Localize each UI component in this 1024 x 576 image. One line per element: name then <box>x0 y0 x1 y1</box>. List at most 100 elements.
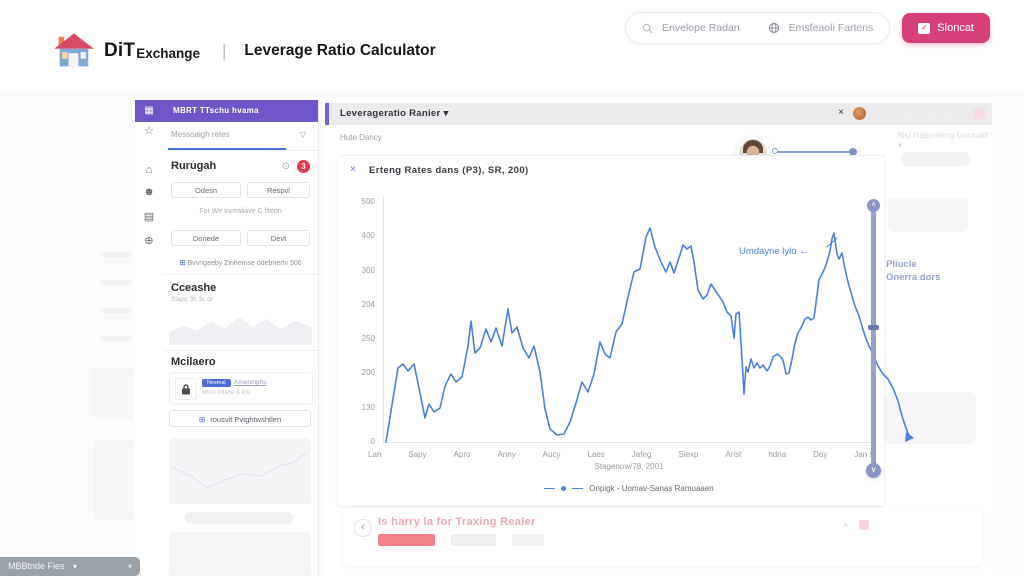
legend-line <box>544 488 556 489</box>
x-tick: Sapy <box>408 450 427 459</box>
x-axis-sublabel: Stagenow/78, 2001 <box>594 462 664 471</box>
mailer-label[interactable]: Amenniphs <box>234 379 267 386</box>
horizontal-slider[interactable] <box>772 148 857 156</box>
ghost-dash <box>100 252 132 257</box>
ghost-pink-icon <box>859 520 869 530</box>
caret-down-icon[interactable]: ▾ <box>127 562 132 571</box>
ghost-pill <box>900 152 970 166</box>
ghost-pink-icon <box>973 108 986 119</box>
progress-segment-empty <box>451 534 496 546</box>
logo-row: DiTExchange | Leverage Ratio Calculator <box>52 33 436 69</box>
filter-icon[interactable]: ▽ <box>299 130 306 139</box>
globe-nav-icon[interactable]: ⊕ <box>144 235 154 247</box>
dismiss-icon[interactable]: × <box>843 520 849 530</box>
sidebar-button-1[interactable]: Odesn <box>171 182 241 198</box>
ghost-dash <box>100 336 132 341</box>
chart-line <box>385 227 911 443</box>
mailers-section-title: Mcilaero <box>171 356 216 368</box>
download-label: MBBtnde Fies <box>8 561 65 571</box>
main-panel: Leverageratio Ranier ▾ × Hute Dancy Nst … <box>325 100 992 576</box>
submit-button-label: Sloncat <box>937 22 974 34</box>
slider-handle[interactable] <box>849 148 857 156</box>
console-sparkline <box>169 317 312 345</box>
page-title: Leverage Ratio Calculator <box>244 42 436 59</box>
chevron-left-icon[interactable]: ‹ <box>354 519 372 537</box>
close-icon[interactable]: × <box>838 107 844 118</box>
left-arrow-icon: ← <box>799 246 809 257</box>
active-tab-underline <box>168 148 286 150</box>
x-tick: Lan <box>368 450 382 459</box>
x-tick: Siexp <box>678 450 699 459</box>
feedback-link[interactable]: Emsfeaoli Fartens <box>788 22 874 34</box>
link-icon: ⊞ <box>179 258 186 267</box>
slider-top-knob[interactable]: ∧ <box>867 199 880 212</box>
sidebar-link[interactable]: ⊞ Bvvngeeby Zinhemse odebnertv 506 <box>179 258 302 267</box>
person-icon[interactable]: ☻ <box>143 186 155 198</box>
avatar-dot[interactable] <box>853 107 866 120</box>
progress-segment-empty <box>512 534 544 546</box>
caret-down-icon: ▾ <box>73 562 78 571</box>
faint-dropdown-label: Nst Happening Uncludd ▾ <box>898 130 988 150</box>
slider-mid-handle[interactable] <box>868 325 879 330</box>
sidebar-caption: For We Incealiave C fiteon <box>199 208 282 215</box>
tab-messaging-rates[interactable]: Messoaigh retes <box>171 130 230 139</box>
y-tick: 200 <box>361 368 375 378</box>
ghost-icon <box>925 109 934 118</box>
mailer-sublabel: whcs zillane & knc <box>202 390 252 396</box>
ghost-block <box>888 198 968 232</box>
x-axis-line <box>383 442 875 443</box>
x-tick: Aucy <box>542 450 561 459</box>
legend-label: Onpigk - Uomav-Sanas Ramuaaen <box>589 484 714 493</box>
grid-icon[interactable]: ▦ <box>135 100 163 122</box>
line-end-arrow <box>905 432 914 442</box>
chart-legend: Onpigk - Uomav-Sanas Ramuaaen <box>383 484 875 493</box>
y-axis: 500 400 300 204 250 200 130 0 <box>349 198 375 446</box>
y-tick: 250 <box>361 334 375 344</box>
house-logo-icon <box>54 33 94 67</box>
caret-down-icon: ▾ <box>443 108 449 119</box>
chart-close-icon[interactable]: × <box>350 164 356 175</box>
vertical-slider[interactable]: ∧ ∨ <box>866 199 881 478</box>
sidebar-wide-button[interactable]: ⊞ rousvit Pvtghtwshtlen <box>169 410 311 427</box>
ghost-icon <box>943 109 952 118</box>
bank-icon[interactable]: ⌂ <box>145 164 153 176</box>
sidebar-button-4[interactable]: Devt <box>247 230 310 246</box>
brand-name: DiT <box>104 40 136 61</box>
mailer-list-item[interactable]: Nesmal Amenniphs whcs zillane & knc <box>169 372 313 404</box>
ghost-block <box>169 532 311 576</box>
y-tick: 0 <box>370 436 375 446</box>
requests-section-title: Rurugah <box>171 160 217 172</box>
briefcase-icon[interactable]: ▤ <box>143 211 155 223</box>
search-placeholder[interactable]: Envelope Radan <box>662 22 740 34</box>
x-tick: Arist <box>725 450 742 459</box>
y-tick: 500 <box>361 197 375 206</box>
star-icon[interactable]: ☆ <box>144 125 154 137</box>
x-tick: Laes <box>587 450 605 459</box>
legend-line <box>572 488 584 489</box>
x-tick: Jan 9 <box>854 450 874 459</box>
ghost-dash <box>100 280 132 285</box>
icon-rail: ▦ ☆ ⌂ ☻ ▤ ⊕ <box>135 100 164 576</box>
chart-title: Erteng Rates dans (P3), SR, 200) <box>369 165 529 176</box>
eye-icon[interactable]: ⊙ <box>281 161 290 172</box>
slider-bottom-knob[interactable]: ∨ <box>866 463 881 478</box>
search-bar[interactable]: Envelope Radan Emsfeaoli Fartens <box>625 12 891 44</box>
ghost-icon <box>907 109 916 118</box>
progress-bar <box>378 534 544 546</box>
x-tick: hdna <box>768 450 787 459</box>
window-titlebar[interactable]: Leverageratio Ranier ▾ × <box>325 103 992 125</box>
divider <box>163 274 318 275</box>
sidebar-button-2[interactable]: Respvl <box>247 182 310 198</box>
console-subtitle: Slapq 3h 3c dr <box>171 296 213 303</box>
download-bar[interactable]: MBBtnde Fies ▾ ▾ <box>0 557 140 576</box>
ghost-chart <box>169 438 311 504</box>
y-tick: 130 <box>361 402 375 412</box>
y-tick: 400 <box>361 231 375 241</box>
sidebar-button-3[interactable]: Donede <box>171 230 241 246</box>
slider-start-dot[interactable] <box>772 148 778 154</box>
submit-button[interactable]: ✓ Sloncat <box>902 13 990 43</box>
x-tick: Apro <box>453 450 471 459</box>
sidebar-header: MBRT TTschu hvama <box>163 100 318 122</box>
plus-box-icon: ⊞ <box>198 415 206 424</box>
